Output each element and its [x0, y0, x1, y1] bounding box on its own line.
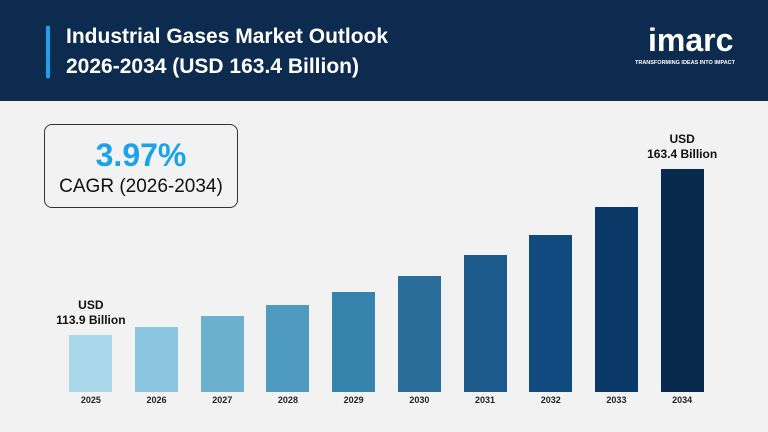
x-tick-label: 2025 [80, 395, 101, 405]
bar [266, 305, 310, 392]
bar [397, 276, 441, 392]
bar [135, 327, 179, 392]
value-label: USD 113.9 Billion [56, 298, 126, 328]
accent-bar [46, 26, 50, 78]
bar [332, 292, 376, 392]
x-tick-label: 2030 [409, 395, 430, 405]
cagr-label: CAGR (2026-2034) [59, 176, 223, 197]
logo: imarc [648, 22, 734, 58]
x-tick-label: 2033 [606, 395, 627, 405]
bar [529, 234, 573, 392]
x-tick-label: 2027 [212, 395, 233, 405]
bar [200, 316, 244, 392]
tagline: TRANSFORMING IDEAS INTO IMPACT [634, 60, 736, 66]
x-tick-label: 2032 [540, 395, 561, 405]
title: Industrial Gases Market Outlook 2026-203… [66, 25, 389, 78]
bar [69, 335, 113, 392]
value-label: USD 163.4 Billion [647, 131, 718, 161]
cagr-box: 3.97% CAGR (2026-2034) [44, 124, 238, 208]
bar [463, 255, 507, 392]
x-tick-label: 2031 [475, 395, 496, 405]
bar [660, 168, 704, 392]
header: Industrial Gases Market Outlook 2026-203… [0, 0, 768, 101]
cagr-value: 3.97% [95, 137, 187, 173]
bar [594, 206, 638, 392]
x-tick-label: 2026 [146, 395, 167, 405]
x-tick-label: 2029 [343, 395, 364, 405]
x-tick-label: 2028 [277, 395, 298, 405]
x-tick-label: 2034 [672, 395, 693, 405]
